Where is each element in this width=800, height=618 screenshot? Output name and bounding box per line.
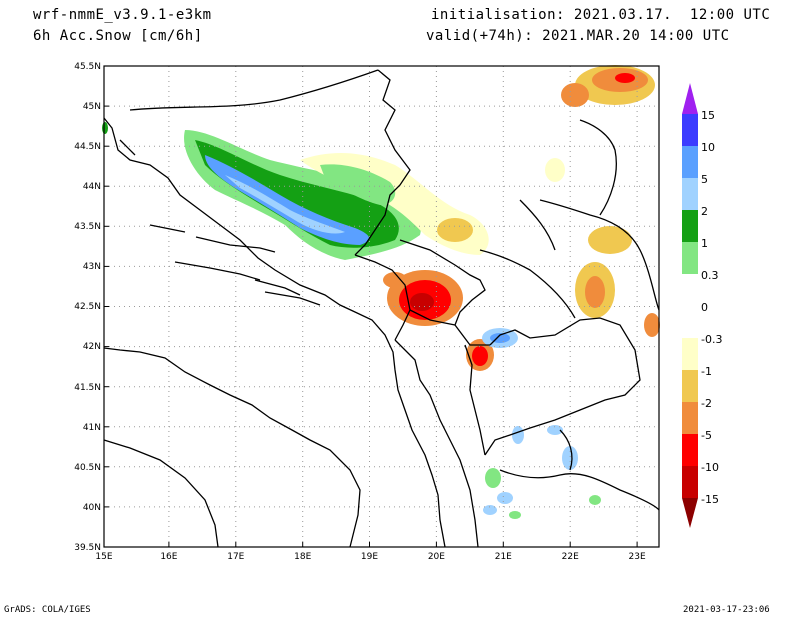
init-time: initialisation: 2021.03.17. 12:00 UTC [431, 7, 771, 23]
lon-labels: 15E 16E 17E 18E 19E 20E 21E 22E 23E [95, 552, 646, 562]
colorbar-box [682, 178, 698, 210]
valid-time: valid(+74h): 2021.MAR.20 14:00 UTC [426, 28, 730, 44]
lon-label: 20E [428, 552, 445, 562]
colorbar-label: -0.3 [701, 333, 722, 346]
colorbar-box [682, 274, 698, 306]
colorbar-label: 1 [701, 237, 708, 250]
footer-timestamp: 2021-03-17-23:06 [683, 605, 770, 615]
lat-label: 42N [83, 342, 101, 352]
colorbar-label: -2 [701, 397, 712, 410]
grid-lines [104, 66, 659, 547]
colorbar-top-arrow [682, 83, 698, 114]
colorbar-label: 0 [701, 301, 708, 314]
footer-credit: GrADS: COLA/IGES [4, 605, 91, 615]
lat-label: 43N [83, 262, 101, 272]
colorbar-label: 5 [701, 173, 708, 186]
colorbar-label: -5 [701, 429, 712, 442]
colorbar-label: 10 [701, 141, 715, 154]
lat-label: 44.5N [74, 142, 101, 152]
lon-label: 15E [95, 552, 112, 562]
model-title: wrf-nmmE_v3.9.1-e3km [33, 7, 212, 23]
colorbar-box [682, 402, 698, 434]
colorbar-label: -15 [701, 493, 719, 506]
colorbar-label: 2 [701, 205, 708, 218]
lon-label: 22E [562, 552, 579, 562]
colorbar-box [682, 306, 698, 338]
colorbar-bottom-arrow [682, 498, 698, 528]
lon-label: 23E [629, 552, 646, 562]
lat-label: 41N [83, 423, 101, 433]
colorbar-box [682, 146, 698, 178]
lat-label: 41.5N [74, 383, 101, 393]
colorbar-labels: 15 10 5 2 1 0.3 0 -0.3 -1 -2 -5 -10 -15 [701, 109, 722, 506]
lon-label: 18E [294, 552, 311, 562]
colorbar-box [682, 338, 698, 370]
axis-ticks [104, 65, 638, 547]
lat-labels: 45.5N 45N 44.5N 44N 43.5N 43N 42.5N 42N … [74, 62, 101, 553]
lon-label: 19E [361, 552, 378, 562]
lon-label: 17E [227, 552, 244, 562]
colorbar-box [682, 210, 698, 242]
lat-label: 40N [83, 503, 101, 513]
lat-label: 44N [83, 182, 101, 192]
lat-label: 43.5N [74, 222, 101, 232]
colorbar [682, 83, 698, 528]
snow-field-shading [102, 65, 660, 519]
colorbar-box [682, 370, 698, 402]
colorbar-box [682, 466, 698, 498]
colorbar-box [682, 242, 698, 274]
lat-label: 45.5N [74, 62, 101, 72]
field-title: 6h Acc.Snow [cm/6h] [33, 28, 203, 44]
lon-label: 21E [495, 552, 512, 562]
lat-label: 39.5N [74, 543, 101, 553]
colorbar-label: -1 [701, 365, 712, 378]
lat-label: 42.5N [74, 302, 101, 312]
lon-label: 16E [160, 552, 177, 562]
coastlines-borders [103, 69, 660, 548]
colorbar-box [682, 114, 698, 146]
lat-label: 40.5N [74, 463, 101, 473]
colorbar-label: 0.3 [701, 269, 719, 282]
colorbar-box [682, 434, 698, 466]
colorbar-label: 15 [701, 109, 715, 122]
lat-label: 45N [83, 102, 101, 112]
colorbar-label: -10 [701, 461, 719, 474]
